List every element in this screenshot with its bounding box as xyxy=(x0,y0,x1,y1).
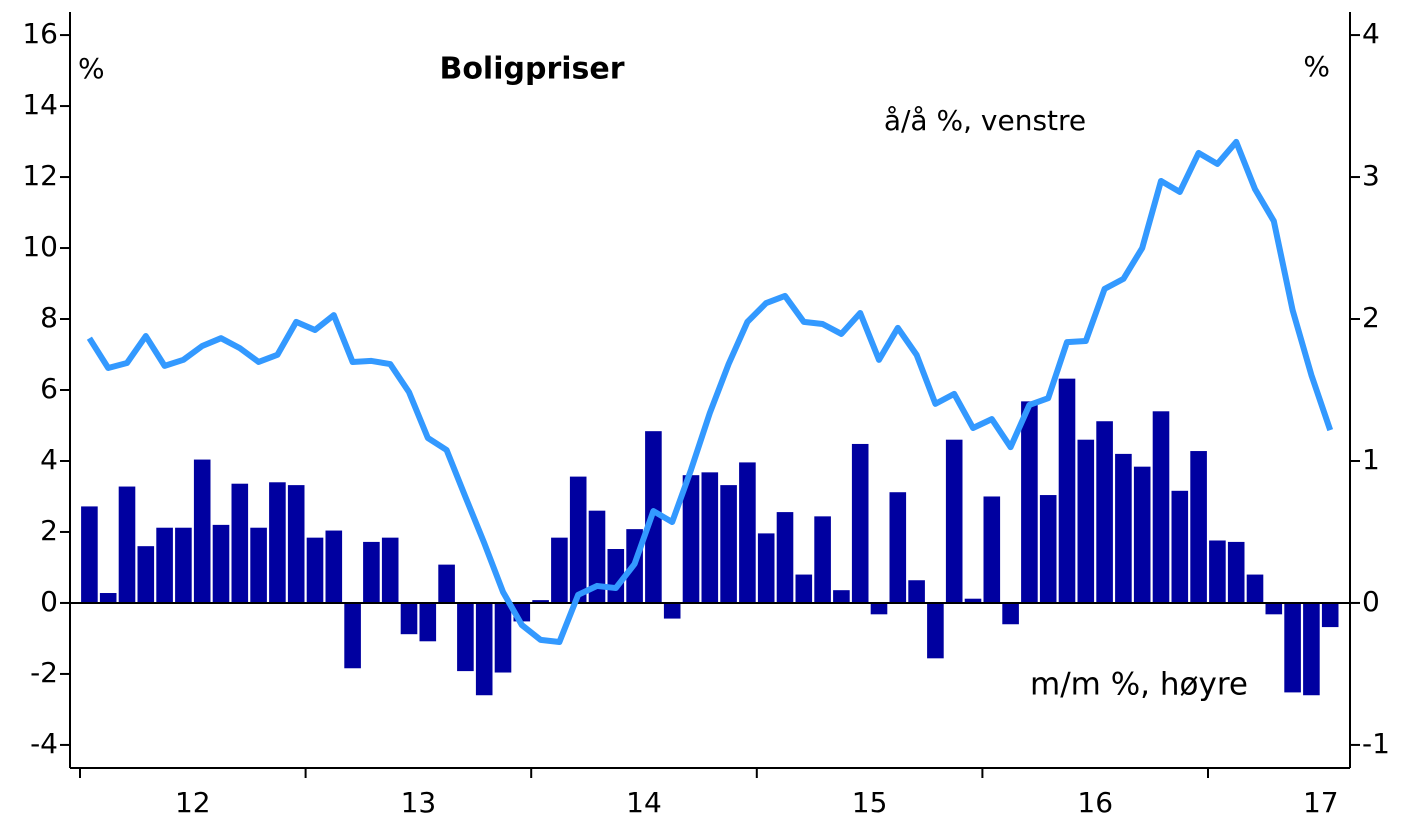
y-tick-label: 14 xyxy=(22,88,58,121)
bar xyxy=(833,590,850,603)
y-tick-label: -2 xyxy=(30,656,58,689)
bar xyxy=(701,472,719,603)
bar xyxy=(419,602,437,642)
bar xyxy=(306,537,324,603)
bar xyxy=(532,600,549,603)
bar xyxy=(287,485,305,603)
series-label: m/m %, høyre xyxy=(1030,667,1248,703)
bar xyxy=(269,482,286,603)
bar xyxy=(776,512,794,603)
bar xyxy=(927,602,944,659)
y-tick-label: 2 xyxy=(40,514,58,547)
y-tick-label: 0 xyxy=(40,585,58,618)
bar xyxy=(870,602,888,615)
bar xyxy=(569,476,587,603)
bar xyxy=(1021,401,1038,603)
bar xyxy=(964,598,982,603)
bar xyxy=(851,443,869,603)
y-tick-label: 10 xyxy=(22,230,58,263)
bar xyxy=(1058,378,1076,603)
y-tick-label: 16 xyxy=(22,17,58,50)
bar xyxy=(1002,602,1019,625)
bar xyxy=(438,564,455,603)
x-tick-label: 15 xyxy=(852,786,888,819)
x-tick-label: 14 xyxy=(626,786,662,819)
bar xyxy=(1077,439,1095,603)
y2-unit: % xyxy=(1303,50,1330,83)
bar xyxy=(137,546,155,603)
bar xyxy=(795,574,813,603)
bar xyxy=(1171,490,1189,603)
bar xyxy=(1152,411,1170,603)
x-tick-label: 12 xyxy=(175,786,211,819)
y-tick-label: 12 xyxy=(22,159,58,192)
bar xyxy=(1246,574,1264,603)
bar xyxy=(1096,421,1113,603)
bar xyxy=(231,483,249,603)
bar xyxy=(118,486,136,603)
y2-tick-label: 1 xyxy=(1362,443,1380,476)
bar xyxy=(457,602,474,672)
bar xyxy=(381,537,399,603)
bar xyxy=(889,492,907,603)
bar xyxy=(551,537,568,603)
bar xyxy=(99,593,117,603)
bar xyxy=(1284,602,1301,693)
chart-title: Boligpriser xyxy=(439,52,624,87)
bar xyxy=(344,602,361,669)
bar xyxy=(1265,602,1283,615)
bar xyxy=(250,527,267,603)
bar xyxy=(663,602,681,619)
bar xyxy=(739,462,756,603)
bar xyxy=(1321,602,1339,628)
y-tick-label: 4 xyxy=(40,443,58,476)
bar xyxy=(757,533,775,603)
bar xyxy=(212,524,230,603)
line xyxy=(86,138,1334,645)
x-tick-label: 13 xyxy=(401,786,437,819)
bar xyxy=(945,439,963,603)
y2-tick-label: 2 xyxy=(1362,301,1380,334)
bar xyxy=(1190,451,1207,603)
bar xyxy=(983,496,1001,603)
bar xyxy=(1303,602,1320,696)
bar xyxy=(1227,541,1245,603)
bar xyxy=(81,506,98,603)
y2-tick-label: -1 xyxy=(1362,727,1390,760)
y-unit: % xyxy=(78,52,105,85)
bar xyxy=(1209,540,1226,603)
bar xyxy=(494,602,512,673)
bar xyxy=(325,530,343,603)
bar xyxy=(682,475,700,603)
y2-tick-label: 3 xyxy=(1362,159,1380,192)
y2-tick-label: 0 xyxy=(1362,585,1380,618)
series-label: å/å %, venstre xyxy=(884,104,1086,137)
bar xyxy=(193,459,211,603)
bar xyxy=(588,510,606,603)
bar xyxy=(400,602,418,635)
x-tick-label: 16 xyxy=(1077,786,1113,819)
bar xyxy=(1039,495,1057,603)
bar xyxy=(475,602,493,696)
y-tick-label: 8 xyxy=(40,301,58,334)
x-tick-label: 17 xyxy=(1303,786,1339,819)
bar xyxy=(814,516,831,603)
bar xyxy=(1115,453,1132,603)
bar xyxy=(175,527,192,603)
y-tick-label: 6 xyxy=(40,372,58,405)
bar xyxy=(720,485,737,603)
bar xyxy=(363,541,380,603)
bar xyxy=(156,527,173,603)
y-tick-label: -4 xyxy=(30,727,58,760)
y2-tick-label: 4 xyxy=(1362,17,1380,50)
bar xyxy=(908,580,925,603)
bar xyxy=(1133,466,1151,603)
